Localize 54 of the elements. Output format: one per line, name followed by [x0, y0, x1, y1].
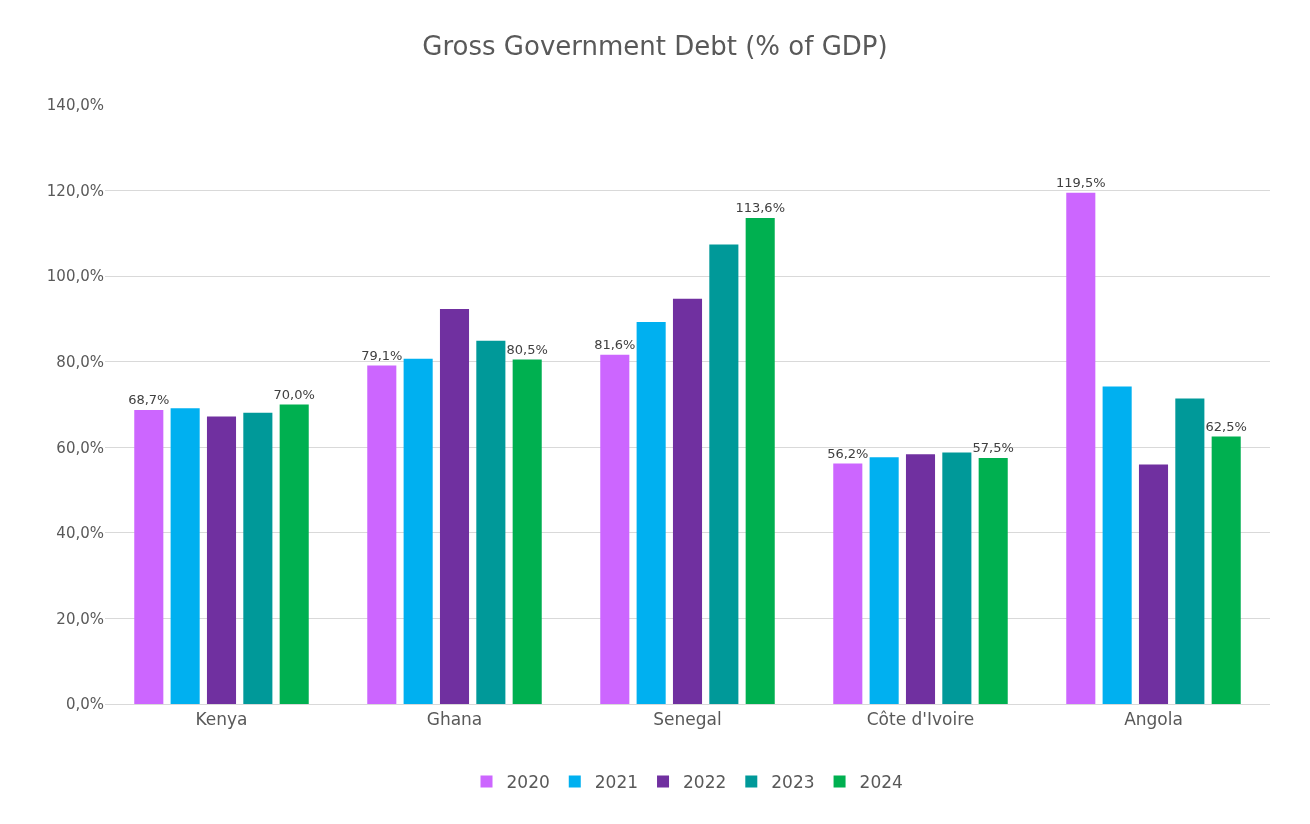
data-label: 56,2% [827, 445, 869, 461]
bar [1211, 436, 1241, 704]
legend-label: 2021 [594, 772, 639, 793]
x-tick-label: Ghana [426, 709, 483, 730]
y-tick-label: 140,0% [46, 96, 104, 115]
bar [403, 358, 433, 704]
bar [942, 452, 972, 704]
bar [636, 321, 666, 704]
data-label: 80,5% [506, 341, 548, 357]
legend-label: 2024 [859, 772, 903, 793]
y-tick-label: 40,0% [56, 524, 104, 543]
x-tick-label: Côte d'Ivoire [866, 709, 975, 730]
bar [134, 410, 164, 704]
data-label: 81,6% [594, 336, 636, 352]
bar [978, 457, 1008, 704]
legend-label: 2022 [683, 772, 727, 793]
y-tick-label: 20,0% [56, 609, 104, 628]
y-tick-label: 60,0% [56, 438, 104, 457]
bar [439, 309, 470, 704]
bar [745, 217, 775, 704]
chart-title: Gross Government Debt (% of GDP) [422, 31, 888, 62]
x-tick-label: Senegal [653, 709, 722, 730]
bar [1175, 398, 1205, 704]
legend-label: 2020 [506, 772, 550, 793]
data-label: 62,5% [1205, 418, 1247, 434]
bar [476, 340, 506, 704]
y-tick-label: 80,0% [56, 352, 104, 371]
bar [243, 412, 273, 704]
bar [1066, 192, 1096, 704]
bar [279, 404, 309, 704]
bar [512, 359, 542, 704]
bar [600, 354, 630, 704]
bar [833, 463, 863, 704]
data-label: 68,7% [128, 392, 170, 408]
bar [672, 298, 703, 704]
data-label: 79,1% [361, 347, 403, 363]
y-tick-label: 0,0% [65, 695, 104, 714]
bar [1102, 386, 1132, 704]
bar [170, 408, 200, 704]
data-label: 113,6% [735, 199, 785, 215]
bar [367, 365, 397, 704]
bar [905, 454, 936, 704]
bar [869, 457, 899, 704]
y-tick-label: 100,0% [46, 267, 104, 286]
data-label: 70,0% [273, 386, 315, 402]
bar [1138, 464, 1169, 704]
data-label: 57,5% [972, 439, 1014, 455]
y-tick-label: 120,0% [46, 181, 104, 200]
legend-label: 2023 [771, 772, 815, 793]
bar [709, 244, 739, 704]
data-label: 119,5% [1056, 174, 1106, 190]
x-tick-label: Kenya [195, 709, 248, 730]
x-tick-label: Angola [1124, 709, 1183, 730]
bar [206, 416, 237, 704]
